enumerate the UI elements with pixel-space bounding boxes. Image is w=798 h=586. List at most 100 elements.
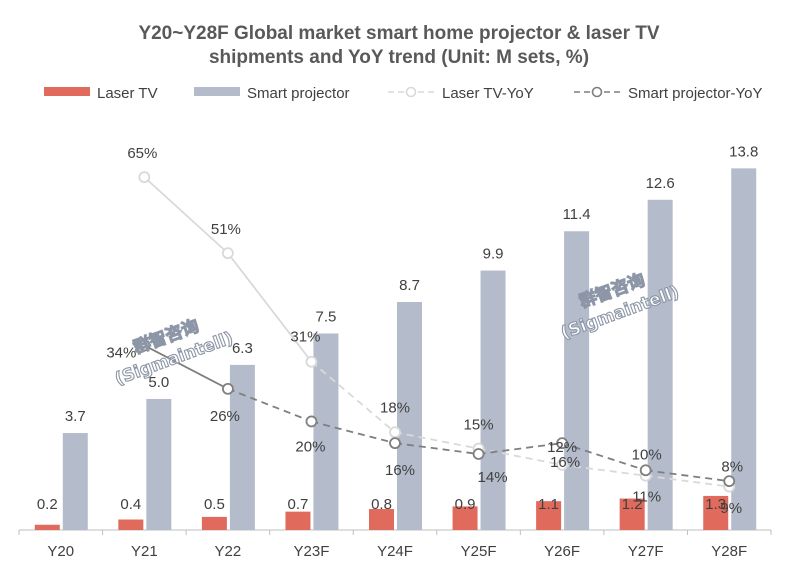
smart-projector-value-label: 8.7 <box>399 277 420 294</box>
smart-projector-yoy-point <box>138 339 151 352</box>
smart-projector-yoy-point <box>556 437 569 450</box>
smart-projector-bar <box>146 398 172 530</box>
smart-projector-bar <box>564 231 590 530</box>
x-tick-label: Y20 <box>47 543 74 560</box>
laser-tv-yoy-label: 8% <box>721 459 743 476</box>
smart-projector-value-label: 7.5 <box>316 308 337 325</box>
smart-projector-value-label: 12.6 <box>646 175 675 192</box>
smart-projector-bar <box>480 270 506 530</box>
smart-projector-yoy-label: 20% <box>295 438 325 455</box>
smart-projector-bar <box>62 433 88 530</box>
smart-projector-yoy-point <box>305 415 318 428</box>
laser-tv-bar <box>34 524 60 530</box>
plot-area: Y20 Y21 Y22 Y23F Y24F Y25F Y26F Y27F Y28F 0.2 0.4 0… <box>18 143 772 560</box>
smart-projector-value-label: 6.3 <box>232 340 253 357</box>
smart-projector-yoy-label: 9% <box>720 500 742 517</box>
laser-tv-yoy-point <box>389 426 401 439</box>
laser-tv-yoy-label: 31% <box>290 329 320 346</box>
smart-projector-bar <box>647 199 673 531</box>
x-tick-label: Y28F <box>711 543 747 560</box>
laser-tv-yoy-label: 10% <box>632 447 662 464</box>
laser-tv-yoy-line-segment <box>394 431 479 450</box>
smart-projector-bar <box>229 364 255 530</box>
smart-projector-bar <box>397 302 422 530</box>
legend-label-laser-tv: Laser TV <box>97 85 158 102</box>
legend-swatch-laser-tv-yoy <box>388 86 434 98</box>
laser-tv-yoy-line-segment <box>310 361 396 433</box>
laser-tv-yoy-point <box>556 458 569 471</box>
laser-tv-bar <box>452 506 478 530</box>
laser-tv-value-label: 0.7 <box>288 496 309 513</box>
laser-tv-yoy-label: 51% <box>211 221 241 238</box>
legend-swatch-smart-projector <box>194 87 240 96</box>
laser-tv-bar <box>118 519 144 530</box>
legend-label-smart-projector: Smart projector <box>247 85 350 102</box>
laser-tv-yoy-point <box>138 171 151 184</box>
smart-projector-yoy-label: 16% <box>550 454 580 471</box>
legend-swatch-laser-tv <box>44 87 90 96</box>
laser-tv-yoy-label: 15% <box>464 417 494 434</box>
laser-tv-yoy-label: 65% <box>127 145 157 162</box>
laser-tv-value-label: 0.4 <box>120 496 141 513</box>
smart-projector-yoy-label: 16% <box>385 462 415 479</box>
smart-projector-value-label: 9.9 <box>483 246 504 263</box>
x-tick-label: Y24F <box>377 543 413 560</box>
smart-projector-yoy-line-segment <box>227 388 312 423</box>
x-tick-label: Y26F <box>544 543 580 560</box>
laser-tv-bar <box>703 495 729 530</box>
legend-label-laser-tv-yoy: Laser TV-YoY <box>442 85 534 102</box>
laser-tv-bar <box>619 498 645 530</box>
laser-tv-yoy-label: 18% <box>380 399 410 416</box>
laser-tv-value-label: 0.5 <box>204 496 225 513</box>
laser-tv-yoy-line-segment <box>561 463 646 477</box>
laser-tv-bar <box>285 511 311 530</box>
smart-projector-yoy-point <box>389 437 401 450</box>
legend-swatch-smart-projector-yoy <box>574 86 620 98</box>
laser-tv-value-label: 1.2 <box>622 496 643 513</box>
smart-projector-yoy-point <box>221 382 234 395</box>
laser-tv-bar <box>201 516 227 530</box>
smart-projector-yoy-point <box>723 475 736 488</box>
smart-projector-value-label: 11.4 <box>563 206 591 223</box>
laser-tv-value-label: 1.1 <box>538 496 559 513</box>
x-tick-label: Y23F <box>294 543 330 560</box>
laser-tv-bar <box>536 501 562 530</box>
smart-projector-bar <box>731 168 757 530</box>
laser-tv-yoy-label: 12% <box>547 439 577 456</box>
laser-tv-yoy-point <box>305 355 318 368</box>
smart-projector-yoy-line-segment <box>478 442 563 455</box>
laser-tv-value-label: 0.2 <box>37 496 58 513</box>
laser-tv-value-label: 0.9 <box>455 496 476 513</box>
smart-projector-yoy-point <box>639 464 652 477</box>
laser-tv-yoy-line-segment <box>143 176 229 254</box>
laser-tv-value-label: 1.3 <box>705 496 726 513</box>
smart-projector-bar <box>313 333 339 530</box>
laser-tv-value-label: 0.8 <box>371 496 392 513</box>
smart-projector-yoy-label: 14% <box>478 469 508 486</box>
laser-tv-yoy-point <box>221 247 234 260</box>
x-tick-label: Y25F <box>461 543 497 560</box>
x-tick-label: Y27F <box>628 543 664 560</box>
smart-projector-value-label: 3.7 <box>65 408 86 425</box>
smart-projector-value-label: 5.0 <box>148 374 169 391</box>
smart-projector-yoy-label: 26% <box>210 408 240 425</box>
smart-projector-yoy-line-segment <box>311 420 396 445</box>
legend-label-smart-projector-yoy: Smart projector-YoY <box>628 85 763 102</box>
smart-projector-yoy-line-segment <box>394 442 479 455</box>
chart-title-line-1: Y20~Y28F Global market smart home projec… <box>138 23 659 44</box>
legend: Laser TV Smart projector Laser TV-YoY Sm… <box>44 85 763 102</box>
laser-tv-yoy-line-segment <box>227 252 313 363</box>
x-tick-label: Y22 <box>215 543 242 560</box>
x-tick-label: Y21 <box>131 543 158 560</box>
laser-tv-yoy-line-segment <box>645 474 730 488</box>
smart-projector-yoy-label: 11% <box>632 488 661 505</box>
chart-title-line-2: shipments and YoY trend (Unit: M sets, %… <box>209 47 589 68</box>
smart-projector-value-label: 13.8 <box>729 143 758 160</box>
smart-projector-yoy-line-segment <box>561 442 646 472</box>
smart-projector-yoy-label: 34% <box>106 344 136 361</box>
laser-tv-bar <box>369 509 394 530</box>
smart-projector-yoy-line-segment <box>143 344 229 390</box>
smart-projector-yoy-point <box>472 448 485 460</box>
smart-projector-yoy-line-segment <box>645 469 730 483</box>
